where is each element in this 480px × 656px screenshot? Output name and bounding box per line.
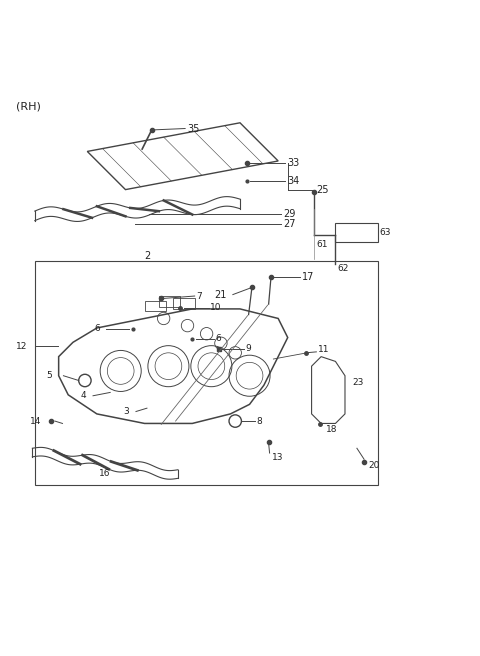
Bar <box>144 301 166 312</box>
Text: 13: 13 <box>273 453 284 462</box>
Text: 5: 5 <box>47 371 52 380</box>
Bar <box>159 296 180 306</box>
Text: 7: 7 <box>196 291 202 300</box>
Text: 9: 9 <box>246 344 252 353</box>
Text: 8: 8 <box>257 417 263 426</box>
Text: 17: 17 <box>302 272 314 282</box>
Text: 25: 25 <box>316 184 329 195</box>
Text: 29: 29 <box>283 209 295 219</box>
Text: 2: 2 <box>144 251 151 262</box>
Text: 33: 33 <box>288 158 300 169</box>
Text: 4: 4 <box>80 391 86 400</box>
Text: 27: 27 <box>283 219 296 229</box>
Text: 35: 35 <box>188 123 200 134</box>
Text: 20: 20 <box>368 461 379 470</box>
Text: 63: 63 <box>379 228 391 237</box>
Bar <box>173 298 195 309</box>
Text: 14: 14 <box>30 417 41 426</box>
Text: 18: 18 <box>326 424 337 434</box>
Text: 23: 23 <box>352 379 363 388</box>
Text: 6: 6 <box>215 335 221 344</box>
Text: 62: 62 <box>338 264 349 273</box>
Text: 10: 10 <box>210 304 222 312</box>
Text: 34: 34 <box>288 176 300 186</box>
Text: 11: 11 <box>318 345 329 354</box>
Text: 3: 3 <box>123 407 129 416</box>
Text: (RH): (RH) <box>16 101 41 112</box>
Text: 6: 6 <box>95 325 100 333</box>
Text: 12: 12 <box>16 342 27 351</box>
Text: 21: 21 <box>214 289 226 300</box>
Text: 16: 16 <box>99 469 111 478</box>
Text: 61: 61 <box>316 240 328 249</box>
Bar <box>35 261 378 485</box>
